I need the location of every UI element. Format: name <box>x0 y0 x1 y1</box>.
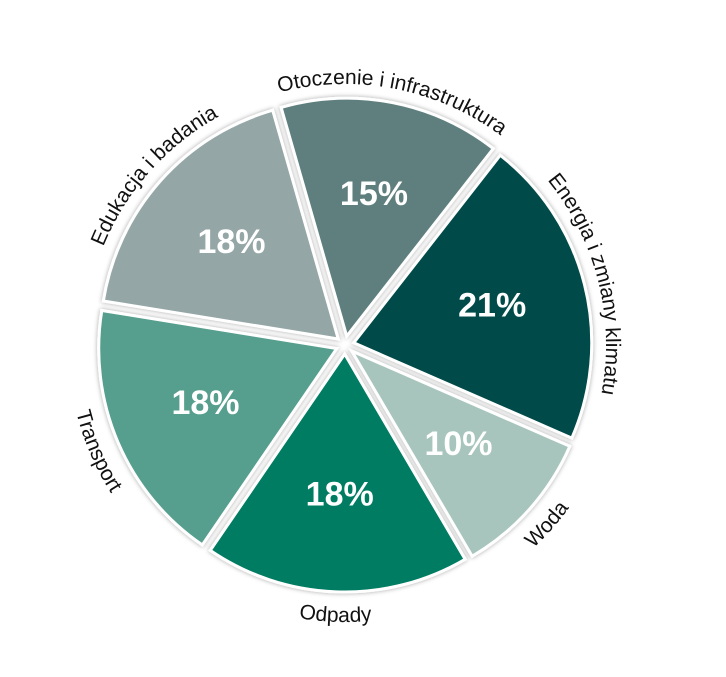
category-label: Odpady <box>298 600 373 627</box>
pie-slice <box>97 308 340 548</box>
category-label-text: Odpady <box>298 600 373 627</box>
value-label: 15% <box>340 175 408 213</box>
value-label: 21% <box>458 287 526 325</box>
value-label: 18% <box>197 223 265 261</box>
pie-slice <box>208 351 468 594</box>
value-label: 18% <box>306 476 374 514</box>
pie-slice <box>101 108 341 341</box>
pie-slice <box>351 153 594 441</box>
value-label: 18% <box>171 384 239 422</box>
pie-slice <box>279 96 496 340</box>
value-label: 10% <box>424 425 492 463</box>
pie-slice <box>348 347 572 559</box>
